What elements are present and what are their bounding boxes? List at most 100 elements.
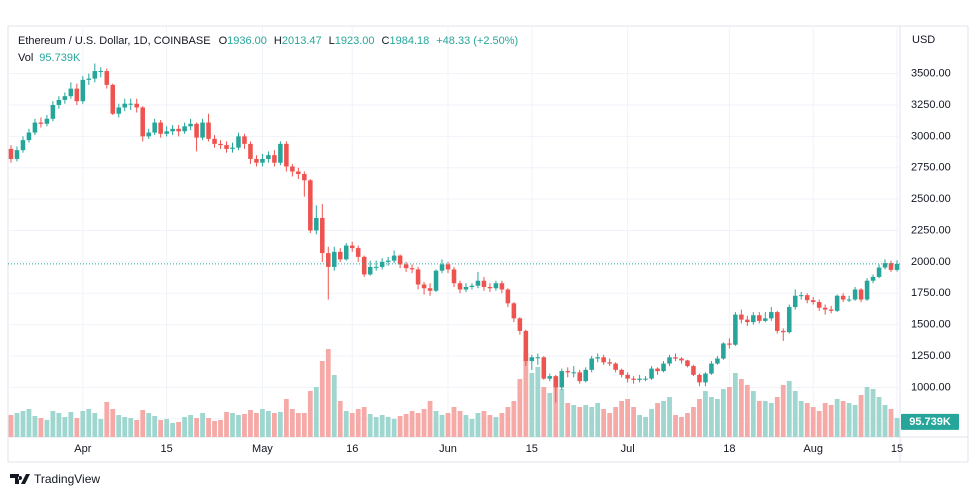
volume-bar bbox=[744, 385, 750, 437]
volume-bar bbox=[128, 418, 134, 437]
volume-bar bbox=[313, 387, 319, 437]
volume-bar bbox=[206, 418, 211, 437]
candle-body bbox=[601, 357, 606, 363]
candle-body bbox=[290, 166, 295, 172]
candle-body bbox=[68, 88, 74, 97]
candle-body bbox=[457, 283, 463, 290]
volume-bar bbox=[134, 420, 140, 437]
x-tick-label: 15 bbox=[526, 443, 538, 455]
candle-body bbox=[44, 118, 50, 124]
volume-bar bbox=[26, 409, 32, 437]
candle-body bbox=[140, 107, 145, 137]
candle-body bbox=[86, 78, 92, 80]
candle-body bbox=[98, 71, 104, 73]
candle-body bbox=[715, 358, 720, 364]
volume-bar bbox=[331, 375, 337, 437]
volume-bar bbox=[613, 407, 619, 437]
candle-body bbox=[625, 374, 630, 379]
candle-body bbox=[56, 99, 62, 105]
volume-bar bbox=[397, 416, 403, 437]
logo-icon bbox=[10, 474, 30, 484]
candle-body bbox=[810, 300, 816, 303]
volume-bar bbox=[14, 413, 20, 437]
candle-body bbox=[798, 295, 804, 297]
volume-bar bbox=[583, 405, 589, 437]
change: +48.33 (+2.50%) bbox=[436, 35, 518, 47]
candle-body bbox=[439, 264, 445, 271]
y-tick-label: 1000.00 bbox=[911, 381, 951, 393]
candle-body bbox=[104, 71, 110, 85]
volume-bar bbox=[685, 413, 690, 437]
volume-bar bbox=[774, 397, 780, 437]
candle-body bbox=[571, 372, 577, 374]
volume-bar bbox=[248, 410, 253, 437]
candle-body bbox=[80, 79, 86, 102]
candle-body bbox=[218, 143, 223, 146]
ohlc-label: C bbox=[382, 35, 390, 47]
volume-bar bbox=[619, 401, 625, 437]
candle-body bbox=[158, 122, 163, 134]
brand: TradingView bbox=[34, 472, 100, 486]
candle-body bbox=[355, 248, 361, 257]
volume-bar bbox=[349, 413, 355, 437]
volume-bar bbox=[200, 413, 205, 437]
candle-body bbox=[822, 307, 828, 310]
volume-bar bbox=[625, 399, 631, 437]
symbol: Ethereum / U.S. Dollar, 1D, COINBASE bbox=[18, 35, 211, 47]
candle-body bbox=[643, 378, 648, 380]
candle-body bbox=[511, 303, 517, 319]
volume-bar bbox=[92, 413, 98, 437]
volume-bar bbox=[283, 399, 289, 437]
candle-body bbox=[631, 378, 636, 380]
volume-bar bbox=[571, 405, 577, 437]
volume-bar bbox=[493, 417, 499, 437]
candle-body bbox=[541, 357, 547, 379]
volume-bar bbox=[792, 391, 798, 437]
volume-bar bbox=[834, 399, 840, 437]
volume-bar bbox=[367, 414, 373, 437]
volume-bar bbox=[816, 411, 822, 437]
volume-badge-label: 95.739K bbox=[909, 416, 951, 428]
volume-bar bbox=[637, 415, 642, 437]
x-tick-label: May bbox=[252, 443, 273, 455]
candle-body bbox=[786, 307, 792, 333]
volume-bar bbox=[601, 409, 607, 437]
candle-body bbox=[487, 286, 493, 289]
candle-body bbox=[254, 158, 259, 163]
candle-body bbox=[463, 286, 469, 290]
volume-bar bbox=[230, 413, 235, 437]
volume-bar bbox=[756, 401, 762, 437]
candle-body bbox=[320, 217, 325, 254]
volume-bar bbox=[559, 389, 565, 437]
volume-bar bbox=[768, 403, 774, 437]
ohlc-value: 1936.00 bbox=[227, 35, 267, 47]
candle-body bbox=[278, 143, 283, 163]
candle-body bbox=[337, 251, 343, 260]
volume-bar bbox=[511, 401, 517, 437]
volume-bar bbox=[212, 421, 217, 437]
y-tick-label: 3000.00 bbox=[911, 130, 951, 142]
volume-bar bbox=[541, 387, 547, 437]
volume-bar bbox=[661, 401, 666, 437]
volume-bar bbox=[272, 413, 277, 437]
candle-body bbox=[391, 255, 397, 261]
volume-bar bbox=[86, 409, 92, 437]
candle-body bbox=[206, 122, 211, 139]
volume-bar bbox=[852, 405, 858, 437]
y-tick-label: 1250.00 bbox=[911, 350, 951, 362]
candle-body bbox=[733, 314, 738, 345]
volume-bar bbox=[44, 420, 50, 437]
candle-body bbox=[284, 143, 289, 167]
grid bbox=[8, 26, 900, 437]
candle-body bbox=[224, 145, 229, 149]
candle-body bbox=[775, 312, 780, 331]
volume-bar bbox=[116, 415, 122, 437]
volume-bar bbox=[415, 413, 421, 437]
candle-body bbox=[553, 376, 559, 388]
currency-label: USD bbox=[912, 34, 935, 46]
volume-bar bbox=[667, 397, 672, 437]
ohlc-value: 1984.18 bbox=[389, 35, 429, 47]
x-tick-label: 15 bbox=[891, 443, 903, 455]
candle-body bbox=[517, 318, 523, 331]
